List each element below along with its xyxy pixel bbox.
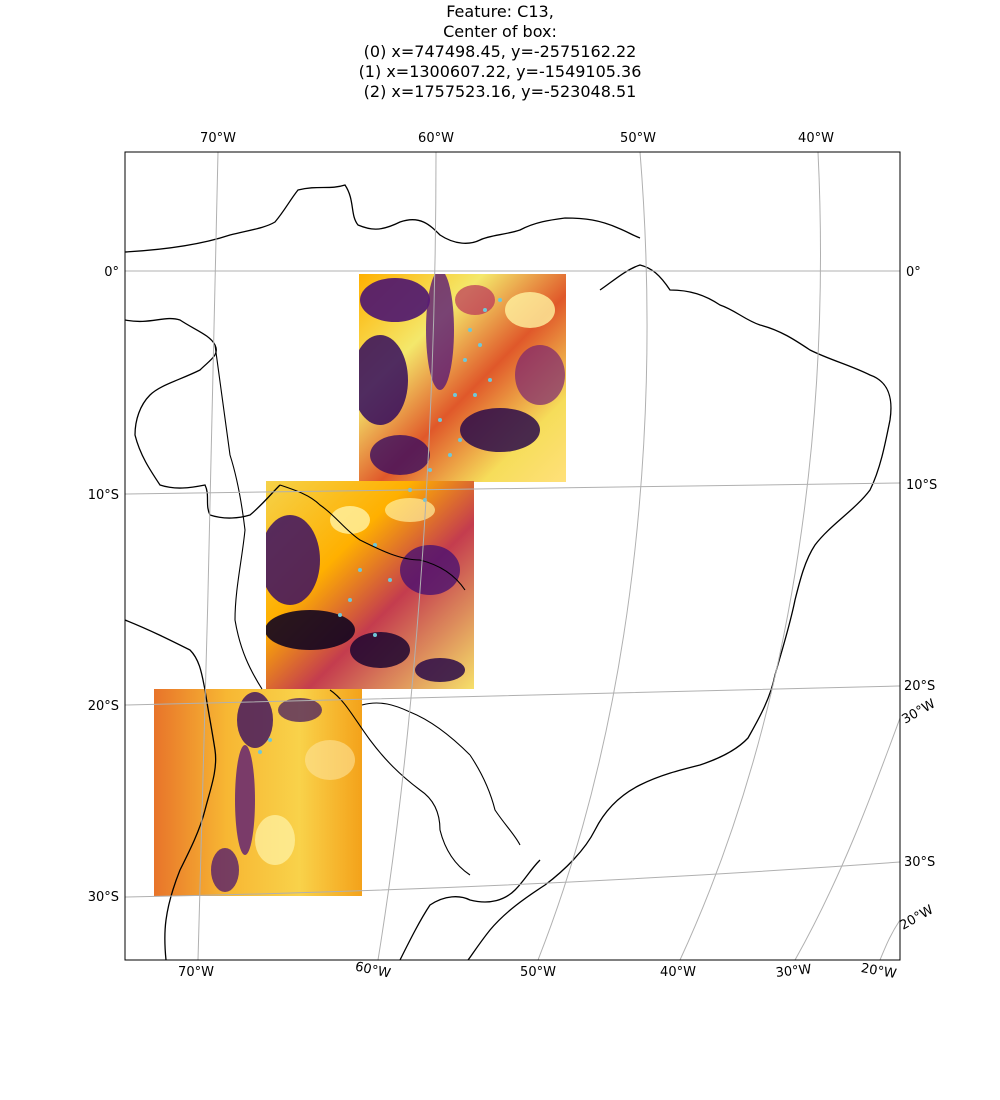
tick-label: 60°W <box>354 960 392 982</box>
top-tick-labels: 70°W 60°W 50°W 40°W <box>200 131 834 146</box>
tick-label: 30°S <box>88 890 119 905</box>
tick-label: 0° <box>104 265 119 280</box>
tick-label: 10°S <box>88 488 119 503</box>
tick-label: 20°W <box>898 902 937 933</box>
map-title: Feature: C13, Center of box: (0) x=74749… <box>0 2 1000 102</box>
tick-label: 0° <box>906 265 921 280</box>
tick-label: 40°W <box>660 965 696 980</box>
tick-label: 50°W <box>620 131 656 146</box>
tick-label: 10°S <box>906 478 937 493</box>
title-line: Feature: C13, <box>446 2 554 21</box>
tick-label: 30°W <box>900 696 939 727</box>
title-line: (1) x=1300607.22, y=-1549105.36 <box>358 62 642 81</box>
tick-label: 50°W <box>520 965 556 980</box>
tick-label: 20°W <box>860 961 898 982</box>
satellite-box-2 <box>359 274 566 482</box>
title-line: (2) x=1757523.16, y=-523048.51 <box>363 82 637 101</box>
tick-label: 40°W <box>798 131 834 146</box>
map-area <box>125 152 900 960</box>
tick-label: 20°S <box>88 699 119 714</box>
tick-label: 70°W <box>200 131 236 146</box>
feature-overlay-points <box>258 738 272 754</box>
feature-overlay-points <box>428 298 502 472</box>
tick-label: 20°S <box>904 679 935 694</box>
satellite-box-0 <box>154 689 362 896</box>
title-line: Center of box: <box>443 22 557 41</box>
left-tick-labels: 0° 10°S 20°S 30°S <box>88 265 119 905</box>
tick-label: 70°W <box>178 965 214 980</box>
tick-label: 30°S <box>904 855 935 870</box>
map-frame <box>124 151 901 961</box>
title-line: (0) x=747498.45, y=-2575162.22 <box>363 42 637 61</box>
tick-label: 60°W <box>418 131 454 146</box>
tick-label: 30°W <box>775 962 812 981</box>
coastlines <box>125 184 892 960</box>
bottom-tick-labels: 70°W 60°W 50°W 40°W 30°W 20°W <box>178 960 898 983</box>
right-tick-labels: 0° 10°S 20°S 30°W 30°S 20°W <box>898 265 939 933</box>
satellite-box-1 <box>266 481 474 689</box>
